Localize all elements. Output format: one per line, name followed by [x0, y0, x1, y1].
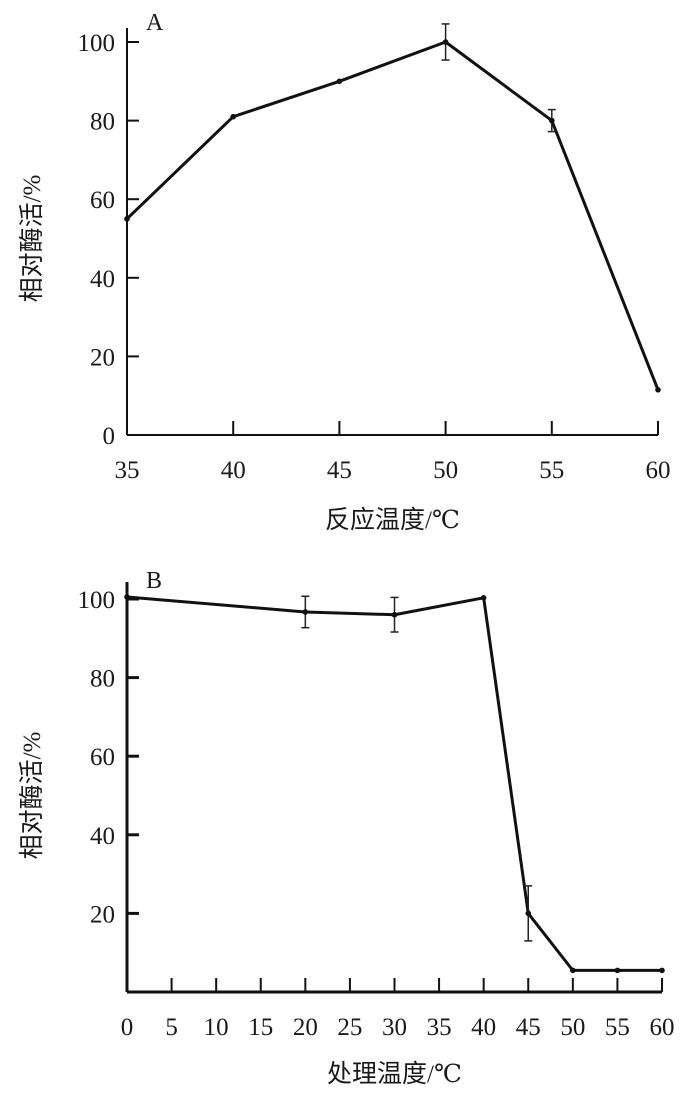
data-point: [480, 595, 487, 601]
x-tick-label: 5: [165, 1014, 178, 1041]
data-point: [124, 216, 130, 222]
y-axis-label: 相对酶活/%: [18, 732, 46, 860]
y-axis-label: 相对酶活/%: [18, 175, 46, 303]
x-tick-label: 15: [248, 1014, 273, 1041]
y-tick-label: 100: [78, 30, 116, 57]
y-tick-label: 80: [90, 109, 115, 136]
y-tick-label: 100: [78, 587, 116, 614]
panel-label: A: [146, 10, 164, 36]
panel-label: B: [146, 568, 162, 594]
y-tick-label: 60: [90, 744, 115, 771]
data-point: [442, 39, 449, 45]
x-axis-label: 反应温度/℃: [325, 506, 460, 534]
y-tick-label: 40: [90, 266, 115, 293]
x-tick-label: 45: [327, 457, 352, 484]
data-point: [570, 967, 576, 974]
y-tick-label: 80: [90, 666, 115, 693]
x-tick-label: 10: [204, 1014, 229, 1041]
data-point: [614, 967, 621, 974]
data-point: [230, 113, 236, 120]
x-tick-label: 55: [605, 1014, 630, 1041]
series-line: [125, 40, 660, 391]
data-point: [336, 78, 343, 85]
data-point: [391, 611, 398, 618]
x-tick-label: 50: [433, 457, 458, 484]
x-tick-label: 60: [646, 457, 671, 484]
x-tick-label: 20: [293, 1014, 318, 1041]
x-tick-label: 60: [650, 1014, 675, 1041]
chart-panel-b: 0 5 10 15 20 25 30 35 40 45 50 55 60 20 40 60 80 100 处理温度/…: [18, 568, 675, 1088]
x-tick-label: 30: [382, 1014, 407, 1041]
x-tick-label: 50: [560, 1014, 585, 1041]
y-tick-label: 20: [90, 901, 115, 928]
data-point: [659, 967, 665, 974]
x-tick-label: 40: [221, 457, 246, 484]
data-point: [302, 609, 309, 615]
x-tick-label: 25: [337, 1014, 362, 1041]
x-tick-label: 0: [121, 1014, 134, 1041]
data-point: [549, 117, 555, 124]
y-tick-label: 40: [90, 823, 115, 850]
y-tick-label: 20: [90, 344, 115, 371]
x-tick-label: 40: [471, 1014, 496, 1041]
y-tick-label: 60: [90, 187, 115, 214]
x-tick-label: 35: [427, 1014, 452, 1041]
x-axis-label: 处理温度/℃: [327, 1060, 462, 1088]
x-tick-label: 55: [539, 457, 564, 484]
y-tick-label: 0: [103, 423, 116, 450]
x-tick-label: 35: [115, 457, 140, 484]
data-point: [525, 910, 532, 917]
series-line: [126, 595, 662, 972]
x-tick-label: 45: [516, 1014, 541, 1041]
data-point: [124, 594, 130, 600]
data-point: [655, 387, 661, 393]
chart-panel-a: 35 40 45 50 55 60 0 20 40 60 80 100 反应温度/℃ 相对酶活/% A: [18, 10, 671, 534]
